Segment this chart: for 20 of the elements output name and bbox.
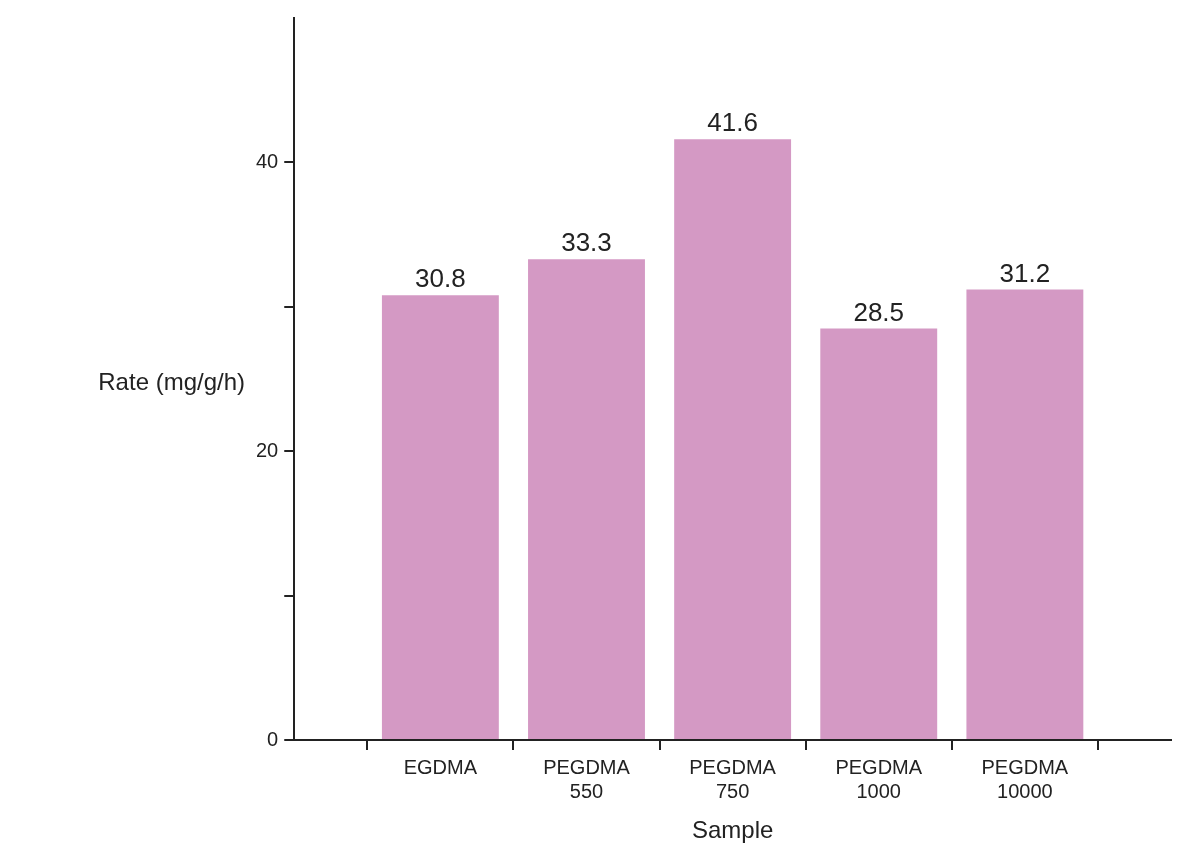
y-tick-label: 20 xyxy=(256,438,279,461)
x-tick-label: EGDMA xyxy=(403,755,478,778)
x-tick-label: PEGDMA 750 xyxy=(689,755,777,802)
data-label: 33.3 xyxy=(561,227,612,258)
data-label: 30.8 xyxy=(415,263,466,294)
bar xyxy=(381,295,499,739)
bar xyxy=(528,259,645,739)
data-label: 28.5 xyxy=(853,296,905,327)
y-tick-label: 40 xyxy=(256,149,279,172)
x-axis-title: Sample xyxy=(691,816,774,843)
data-label: 31.2 xyxy=(999,257,1051,288)
data-label: 41.6 xyxy=(707,107,758,138)
bar xyxy=(966,289,1084,739)
bar xyxy=(674,139,792,739)
bar xyxy=(820,328,938,739)
y-axis-title: Rate (mg/g/h) xyxy=(98,367,245,395)
x-tick-label: PEGDMA 550 xyxy=(543,755,631,802)
y-tick-label: 0 xyxy=(267,727,279,750)
x-tick-label: PEGDMA 1000 xyxy=(835,755,923,802)
x-tick-label: PEGDMA 10000 xyxy=(981,755,1069,802)
